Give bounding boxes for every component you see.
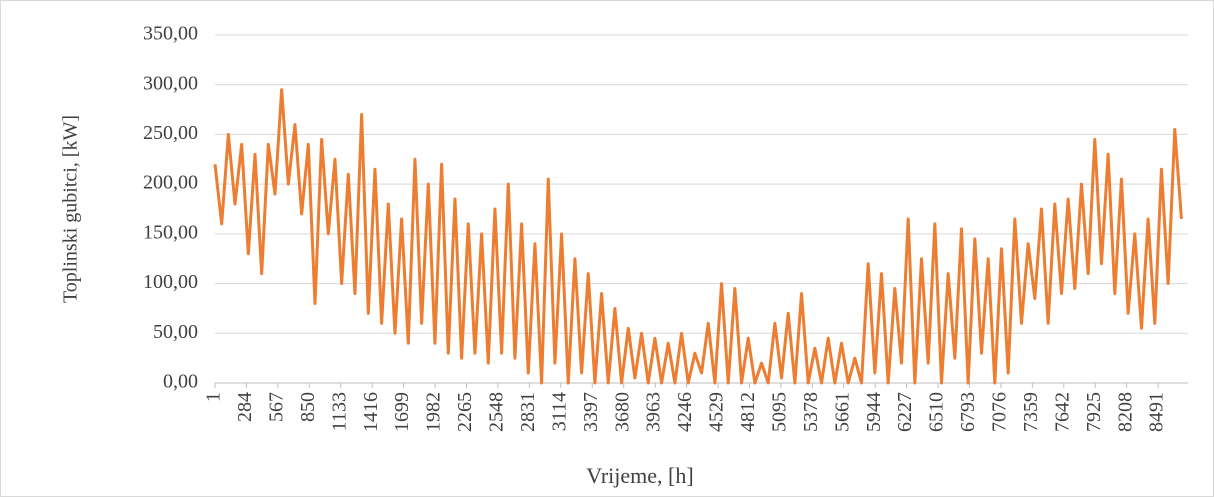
x-tick-label: 7076: [989, 392, 1011, 432]
y-tick-label: 350,00: [143, 23, 198, 45]
x-tick-label: 284: [234, 392, 256, 422]
x-tick-label: 6227: [894, 392, 916, 432]
y-tick-label: 250,00: [143, 122, 198, 144]
x-tick-label: 3680: [611, 392, 633, 432]
x-tick-label: 5095: [768, 392, 790, 432]
y-axis-title: Toplinski gubitci, [kW]: [60, 115, 82, 303]
x-tick-label: 2831: [517, 392, 539, 432]
y-tick-label: 200,00: [143, 172, 198, 194]
x-tick-label: 4529: [706, 392, 728, 432]
y-tick-label: 150,00: [143, 221, 198, 243]
x-tick-label: 7642: [1051, 392, 1073, 432]
x-tick-label: 3397: [580, 392, 602, 432]
x-tick-label: 850: [297, 392, 319, 422]
x-tick-label: 2548: [486, 392, 508, 432]
x-tick-label: 3114: [548, 392, 570, 431]
data-line: [213, 88, 1183, 385]
x-tick-label: 1133: [328, 392, 350, 431]
x-tick-label: 6510: [926, 392, 948, 432]
x-tick-label: 2265: [454, 392, 476, 432]
x-tick-label: 3963: [643, 392, 665, 432]
x-tick-label: 5661: [831, 392, 853, 432]
y-tick-label: 100,00: [143, 271, 198, 293]
y-tick-label: 50,00: [153, 321, 198, 343]
x-tick-label: 4812: [737, 392, 759, 432]
x-tick-label: 4246: [674, 392, 696, 432]
x-tick-label: 1699: [391, 392, 413, 432]
x-tick-label: 8208: [1114, 392, 1136, 432]
x-tick-label: 5944: [863, 392, 885, 432]
x-tick-label: 8491: [1146, 392, 1168, 432]
y-tick-label: 0,00: [163, 371, 198, 393]
y-tick-label: 300,00: [143, 72, 198, 94]
x-tick-label: 1: [203, 392, 225, 402]
x-tick-label: 1982: [423, 392, 445, 432]
x-tick-label: 567: [265, 392, 287, 422]
x-tick-label: 1416: [360, 392, 382, 432]
x-tick-label: 6793: [957, 392, 979, 432]
x-tick-label: 7359: [1020, 392, 1042, 432]
x-tick-label: 7925: [1083, 392, 1105, 432]
x-axis-title: Vrijeme, [h]: [586, 463, 693, 488]
x-tick-label: 5378: [800, 392, 822, 432]
